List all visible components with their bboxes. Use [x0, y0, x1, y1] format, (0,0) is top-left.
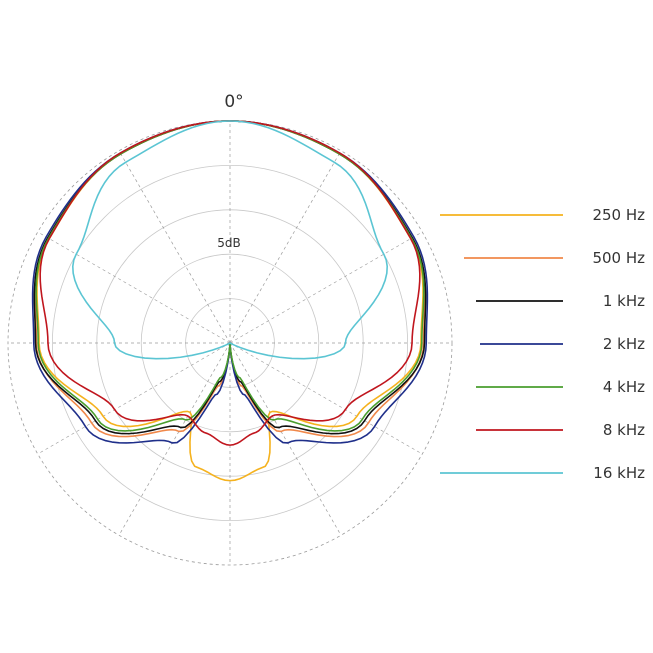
grid-spoke — [37, 231, 231, 344]
grid-spoke — [118, 150, 231, 344]
grid-spoke — [229, 342, 423, 455]
grid-spoke — [229, 231, 423, 344]
series-curve-5 — [39, 120, 421, 446]
polar-curves — [31, 120, 429, 482]
grid-spoke — [118, 342, 231, 536]
legend-label-1: 500 Hz — [592, 249, 645, 267]
series-curve-6 — [71, 120, 389, 360]
ring-label: 5dB — [217, 236, 240, 250]
legend-label-0: 250 Hz — [592, 206, 645, 224]
legend-label-6: 16 kHz — [593, 464, 645, 482]
grid-spoke — [229, 150, 342, 344]
grid-ring — [51, 164, 409, 522]
grid-spoke — [229, 342, 342, 536]
legend-label-4: 4 kHz — [603, 378, 645, 396]
legend-label-5: 8 kHz — [603, 421, 645, 439]
grid-spoke — [37, 342, 231, 455]
legend-label-2: 1 kHz — [603, 292, 645, 310]
angle-label-0: 0° — [224, 92, 243, 112]
grid-ring — [140, 253, 320, 433]
legend: 250 Hz 500 Hz 1 kHz 2 kHz 4 kHz 8 kHz 16 kHz — [440, 206, 645, 482]
legend-label-3: 2 kHz — [603, 335, 645, 353]
